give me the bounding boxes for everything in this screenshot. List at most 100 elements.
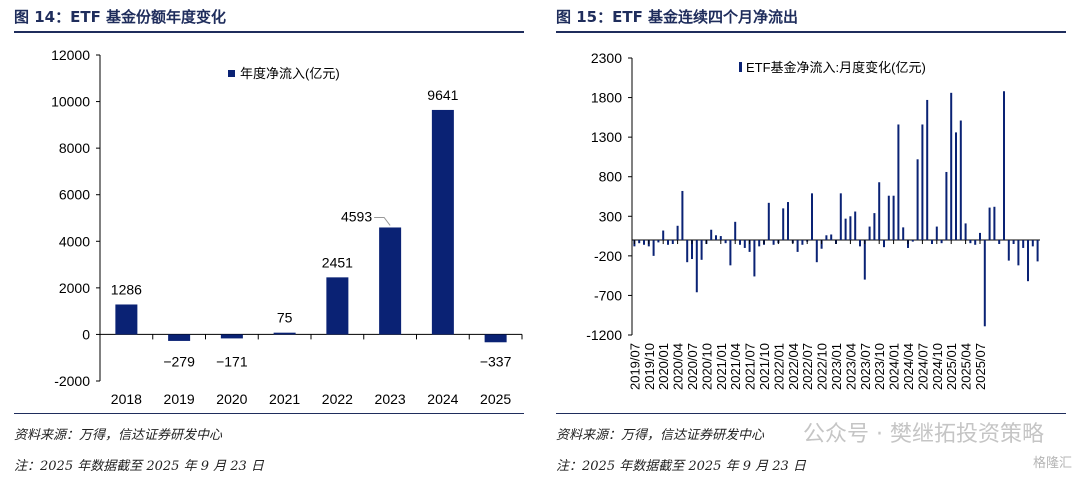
y-tick-label: 0 — [82, 326, 90, 342]
data-label: −171 — [216, 353, 248, 369]
left-bar-chart: -2000 0 2000 4000 6000 8000 10000 12000 2018 1286… — [51, 47, 523, 407]
x-tick-label: 2019/07 — [627, 343, 642, 390]
x-tick-label: 2021 — [269, 391, 300, 407]
y-tick-label: 1800 — [591, 90, 622, 106]
y-tick-label: 4000 — [59, 233, 90, 249]
y-tick-label: 12000 — [51, 47, 90, 63]
bar — [830, 234, 833, 241]
bar — [326, 277, 349, 335]
data-label: 4593 — [341, 208, 372, 224]
data-label: −337 — [480, 353, 512, 369]
bar — [902, 227, 905, 241]
x-tick-label: 2024/04 — [901, 343, 916, 390]
bar — [998, 240, 1001, 244]
y-tick-label: -2000 — [54, 373, 90, 389]
x-tick-label: 2019 — [164, 391, 195, 407]
bar — [883, 240, 885, 248]
x-tick-label: 2021/01 — [714, 343, 729, 390]
bar — [743, 240, 746, 248]
x-tick-label: 2020/10 — [699, 343, 714, 390]
left-source: 资料来源：万得，信达证券研发中心 — [14, 428, 223, 443]
label-leader-line — [374, 216, 391, 226]
data-label: 1286 — [111, 281, 142, 297]
bar — [691, 240, 693, 260]
bar — [662, 230, 665, 241]
bar — [887, 195, 890, 241]
bar — [168, 334, 191, 341]
bar — [844, 218, 847, 241]
x-tick-label: 2022/10 — [815, 343, 830, 390]
bar — [652, 240, 655, 256]
right-note: 注：2025 年数据截至 2025 年 9 月 23 日 — [556, 459, 806, 474]
y-tick-label: -700 — [594, 287, 622, 303]
bar — [878, 182, 881, 241]
bar — [657, 240, 660, 243]
bar — [739, 240, 741, 245]
bar — [700, 240, 703, 260]
x-tick-label: 2019/10 — [642, 343, 657, 390]
y-tick-label: 2300 — [591, 50, 622, 66]
left-title-rule — [14, 31, 524, 33]
x-tick-label: 2024/07 — [915, 343, 930, 390]
bar — [969, 240, 972, 244]
bar — [1003, 91, 1005, 241]
watermark-text: 公众号 · 樊继拓投资策略 — [803, 422, 1044, 447]
x-tick-label: 2022/01 — [771, 343, 786, 390]
legend-label: ETF基金净流入:月度变化(亿元) — [746, 60, 926, 75]
bar — [782, 208, 785, 241]
y-tick-label: -200 — [594, 248, 622, 264]
y-tick-label: 300 — [599, 208, 623, 224]
bar — [868, 226, 871, 241]
bar — [724, 240, 727, 244]
y-tick-label: 800 — [599, 169, 623, 185]
x-tick-label: 2022/07 — [800, 343, 815, 390]
bar — [1012, 240, 1015, 244]
bar — [686, 240, 689, 263]
bar — [983, 240, 986, 327]
bar — [916, 159, 919, 241]
bar — [753, 240, 756, 277]
x-tick-label: 2021/10 — [757, 343, 772, 390]
x-tick-label: 2024/10 — [930, 343, 945, 390]
y-tick-label: 10000 — [51, 94, 90, 110]
right-source: 资料来源：万得，信达证券研发中心 — [556, 428, 765, 443]
x-tick-label: 2022/04 — [786, 343, 801, 390]
bar — [484, 334, 507, 343]
x-tick-label: 2022 — [322, 391, 353, 407]
bar — [911, 240, 914, 242]
x-tick-label: 2025/01 — [944, 343, 959, 390]
bar — [955, 132, 957, 241]
bar — [863, 240, 866, 280]
x-tick-label: 2020/01 — [656, 343, 671, 390]
bar — [715, 235, 717, 241]
x-tick-label: 2020/04 — [671, 343, 686, 390]
bar — [1027, 240, 1029, 282]
bar — [1017, 240, 1020, 266]
bar — [671, 240, 674, 244]
bar — [839, 193, 842, 241]
bar — [431, 109, 454, 335]
x-tick-label: 2025/07 — [973, 343, 988, 390]
bar — [849, 216, 852, 241]
bar — [1031, 240, 1034, 247]
x-tick-label: 2020 — [216, 391, 247, 407]
bar — [758, 240, 761, 247]
x-tick-label: 2023/04 — [843, 343, 858, 390]
bar — [854, 211, 857, 241]
y-tick-label: 1300 — [591, 129, 622, 145]
bar — [273, 332, 296, 335]
right-chart-title: 图 15：ETF 基金连续四个月净流出 — [556, 8, 799, 26]
bar — [1022, 240, 1025, 248]
bar — [964, 223, 967, 241]
bar — [859, 240, 861, 247]
data-label: 2451 — [322, 254, 353, 270]
bar — [945, 171, 948, 241]
bar — [988, 207, 991, 241]
bar — [892, 195, 895, 241]
legend-swatch — [739, 62, 742, 72]
bar — [931, 240, 933, 244]
bar — [115, 304, 138, 335]
bar — [379, 227, 402, 335]
legend-label: 年度净流入(亿元) — [240, 66, 340, 81]
